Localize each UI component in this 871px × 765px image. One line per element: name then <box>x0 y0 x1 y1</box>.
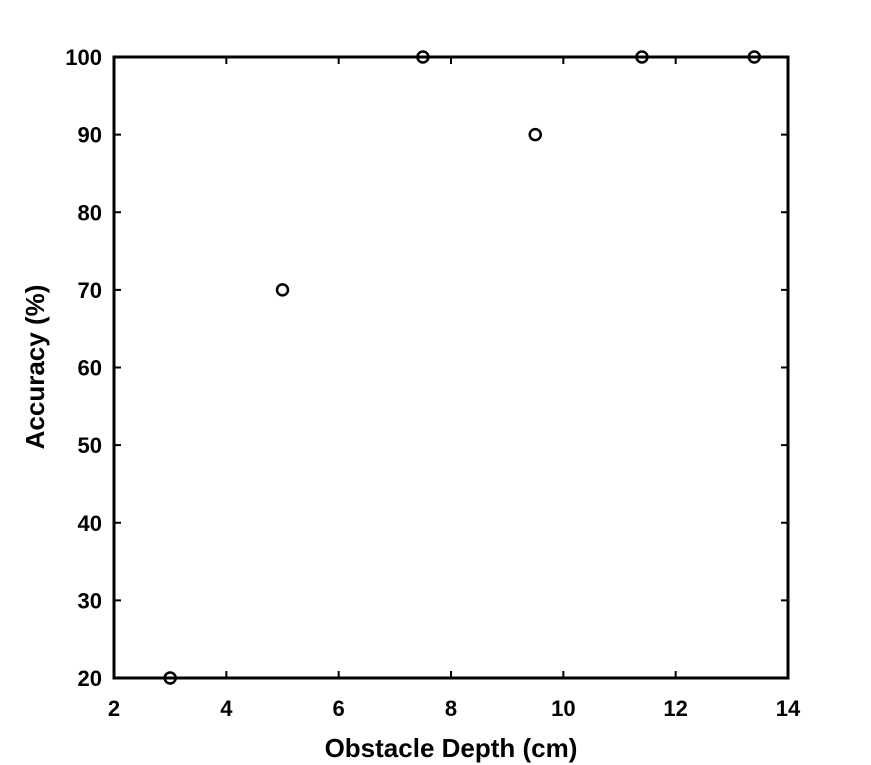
y-tick-label: 100 <box>65 45 102 70</box>
x-tick-label: 2 <box>108 696 120 721</box>
data-point <box>635 50 649 64</box>
y-tick-label: 40 <box>78 511 102 536</box>
x-axis: 2 4 6 8 10 12 14 <box>108 57 801 721</box>
data-points <box>163 50 762 685</box>
data-point <box>275 283 290 297</box>
data-point <box>416 50 430 64</box>
x-tick-label: 12 <box>663 696 687 721</box>
y-tick-label: 60 <box>78 356 102 381</box>
y-tick-label: 80 <box>78 200 102 225</box>
data-point <box>528 127 542 142</box>
y-tick-label: 30 <box>78 588 102 613</box>
data-point <box>747 50 762 64</box>
x-tick-label: 10 <box>551 696 575 721</box>
y-tick-label: 70 <box>78 278 102 303</box>
x-tick-label: 6 <box>333 696 345 721</box>
y-tick-label: 20 <box>78 666 102 691</box>
x-axis-title: Obstacle Depth (cm) <box>325 733 578 763</box>
data-point <box>163 671 177 685</box>
x-tick-label: 14 <box>776 696 801 721</box>
x-tick-label: 4 <box>220 696 233 721</box>
y-tick-label: 90 <box>78 123 102 148</box>
y-axis: 20 30 40 50 60 70 80 90 100 <box>65 45 788 691</box>
plot-frame <box>112 55 790 680</box>
y-tick-label: 50 <box>78 433 102 458</box>
x-tick-label: 8 <box>445 696 457 721</box>
y-axis-title: Accuracy (%) <box>20 285 50 450</box>
